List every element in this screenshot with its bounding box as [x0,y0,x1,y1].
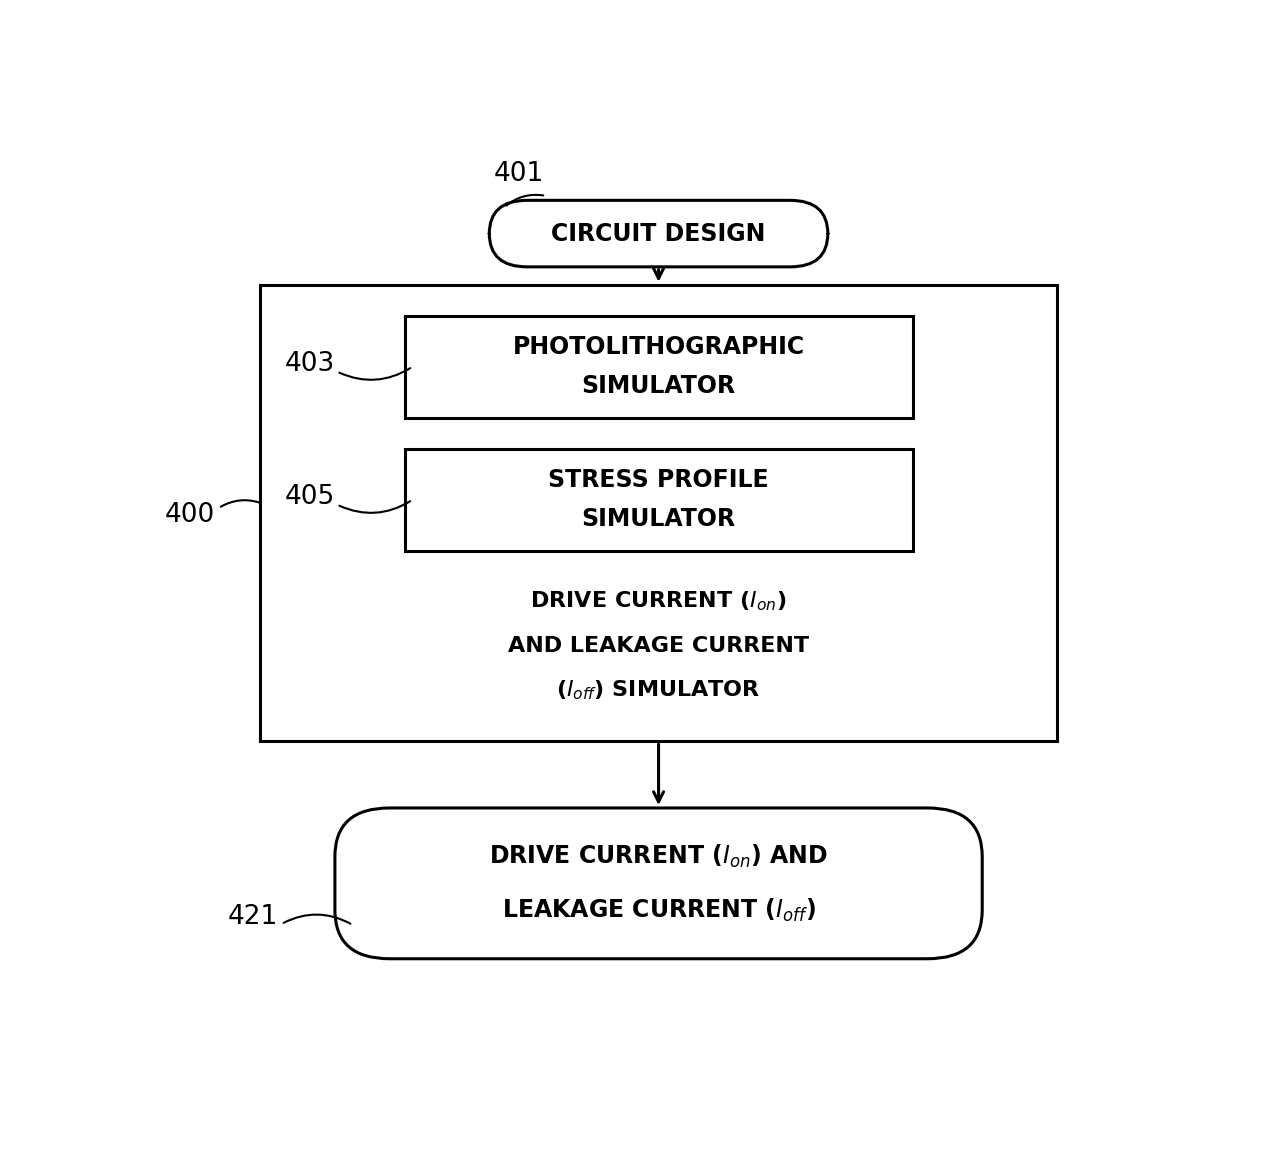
Text: PHOTOLITHOGRAPHIC: PHOTOLITHOGRAPHIC [513,335,804,359]
Text: STRESS PROFILE: STRESS PROFILE [549,468,768,492]
Text: SIMULATOR: SIMULATOR [582,507,735,531]
Text: ($I_{off}$) SIMULATOR: ($I_{off}$) SIMULATOR [556,679,761,702]
Text: DRIVE CURRENT ($I_{on}$) AND: DRIVE CURRENT ($I_{on}$) AND [490,843,828,871]
Text: DRIVE CURRENT ($I_{on}$): DRIVE CURRENT ($I_{on}$) [531,590,786,613]
Text: CIRCUIT DESIGN: CIRCUIT DESIGN [551,221,766,245]
FancyBboxPatch shape [405,316,912,418]
Text: SIMULATOR: SIMULATOR [582,374,735,399]
FancyBboxPatch shape [260,285,1056,742]
Text: 421: 421 [227,904,278,930]
Text: 403: 403 [285,351,335,378]
Text: 400: 400 [166,502,216,529]
Text: AND LEAKAGE CURRENT: AND LEAKAGE CURRENT [508,636,810,655]
FancyBboxPatch shape [405,448,912,551]
FancyBboxPatch shape [335,808,982,958]
FancyBboxPatch shape [490,200,828,267]
Text: LEAKAGE CURRENT ($I_{off}$): LEAKAGE CURRENT ($I_{off}$) [501,896,816,924]
Text: 401: 401 [493,161,544,187]
Text: 405: 405 [285,485,335,510]
